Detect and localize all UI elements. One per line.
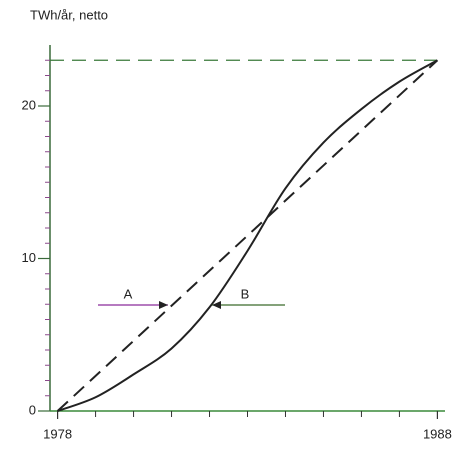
- y-axis-label: TWh/år, netto: [30, 7, 108, 22]
- arrow-head: [212, 301, 221, 309]
- line-series: [56, 59, 439, 412]
- annotation-label: A: [124, 286, 133, 301]
- y-tick-label: 10: [22, 250, 36, 265]
- arrow-head: [159, 301, 168, 309]
- line-series: [57, 59, 438, 412]
- annotation-label: B: [241, 286, 250, 301]
- x-tick-label: 1978: [43, 426, 72, 441]
- x-tick-label: 1988: [423, 426, 452, 441]
- y-tick-label: 20: [22, 97, 36, 112]
- y-tick-label: 0: [29, 402, 36, 417]
